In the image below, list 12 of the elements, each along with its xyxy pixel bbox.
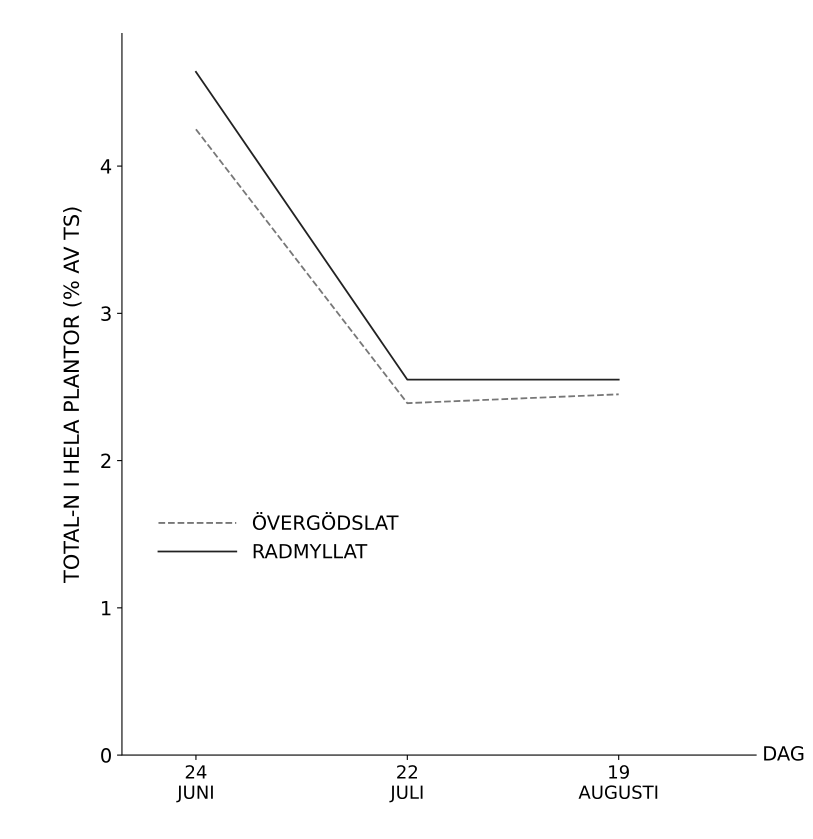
legend-label: RADMYLLAT	[254, 544, 368, 558]
legend-label: ÖVERGÖDSLAT	[252, 512, 399, 530]
y-tick-label: 2	[101, 454, 110, 468]
y-tick-label: 1	[102, 601, 110, 616]
x-tick-label: 22 JULI	[389, 765, 422, 802]
x-axis-title: DAG	[764, 746, 804, 761]
y-axis-title: TOTAL-N I HELA PLANTOR (% AV TS)	[63, 208, 82, 583]
y-tick-label: 4	[100, 159, 112, 174]
x-tick-label: 24 JUNI	[176, 765, 213, 802]
y-tick-label: 0	[101, 748, 111, 763]
y-tick-label: 3	[101, 306, 111, 322]
x-tick-label: 19 AUGUSTI	[578, 765, 658, 800]
